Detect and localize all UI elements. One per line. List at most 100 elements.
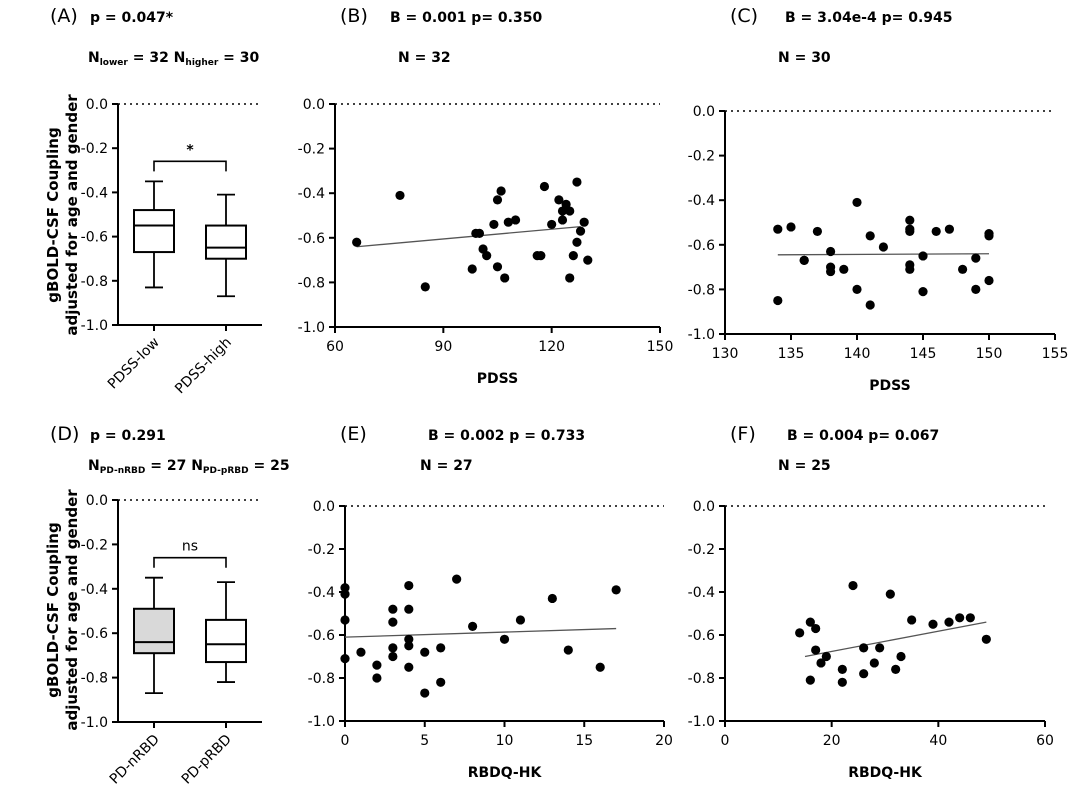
stat-text: p = 0.047* <box>90 10 174 26</box>
stat-text: B = 0.002 p = 0.733 <box>428 428 585 444</box>
y-tick-label: -0.8 <box>81 671 108 687</box>
x-tick-label: 155 <box>1042 346 1069 362</box>
x-axis-label: PDSS <box>869 378 910 394</box>
n-subscript: PD-pRBD <box>203 466 249 476</box>
panel-label: (C) <box>730 5 758 27</box>
y-tick-label: -1.0 <box>81 715 108 731</box>
regression-line <box>804 621 987 658</box>
y-tick-label: -0.8 <box>298 275 325 291</box>
panel-A: (A) p = 0.047* Nlower = 32 Nhigher = 30 0.0… <box>50 5 262 397</box>
data-point <box>811 623 821 634</box>
data-point <box>786 222 796 232</box>
regression-line <box>356 226 581 248</box>
panel-label: (E) <box>340 423 367 445</box>
data-point <box>510 215 521 225</box>
significance-mark: * <box>186 142 194 158</box>
x-axis-label: RBDQ-HK <box>468 765 543 781</box>
y-tick-label: -1.0 <box>298 320 325 336</box>
y-tick-label: -0.2 <box>298 142 325 158</box>
data-point <box>568 251 578 261</box>
x-axis-label: RBDQ-HK <box>848 765 923 781</box>
x-tick-label: 90 <box>434 339 452 355</box>
data-point <box>984 275 994 286</box>
data-point <box>905 264 915 274</box>
y-tick-label: -0.4 <box>688 193 715 209</box>
x-tick-label: 15 <box>575 733 593 749</box>
data-point <box>563 645 573 655</box>
y-axis-label-top-line1: gBOLD-CSF Coupling <box>44 127 62 302</box>
data-point <box>388 604 398 614</box>
data-point <box>981 634 991 644</box>
y-tick-label: -0.4 <box>81 582 108 598</box>
panel-label: (D) <box>50 423 79 445</box>
data-point <box>869 658 879 668</box>
panel-label: (A) <box>50 5 78 27</box>
y-tick-label: -0.4 <box>308 585 335 601</box>
x-tick-label: 20 <box>655 733 673 749</box>
y-tick-label: -0.6 <box>298 231 325 247</box>
data-point <box>773 224 783 234</box>
y-tick-label: 0.0 <box>303 97 325 113</box>
y-tick-label: -0.6 <box>81 626 108 642</box>
data-point <box>837 664 847 675</box>
data-point <box>572 237 582 247</box>
data-point <box>811 645 821 655</box>
data-point <box>971 253 981 263</box>
x-tick-label: 150 <box>647 339 674 355</box>
x-tick-label: 10 <box>496 733 514 749</box>
data-point <box>554 195 564 205</box>
n-prefix: N <box>169 50 186 66</box>
data-point <box>340 589 350 599</box>
y-tick-label: 0.0 <box>313 499 335 515</box>
data-point <box>955 613 965 623</box>
data-point <box>773 295 783 306</box>
data-point <box>474 228 485 238</box>
data-point <box>611 585 621 595</box>
x-tick-label: 40 <box>929 733 947 749</box>
data-point <box>500 273 510 283</box>
data-point <box>958 264 968 274</box>
data-point <box>944 224 955 234</box>
data-point <box>865 300 875 310</box>
y-tick-label: -0.2 <box>81 141 108 157</box>
y-tick-label: -0.4 <box>298 186 325 202</box>
y-axis-label-bottom-line1: gBOLD-CSF Coupling <box>44 522 62 697</box>
y-tick-label: -0.8 <box>688 282 715 298</box>
y-tick-label: -0.8 <box>81 274 108 290</box>
n-prefix: N <box>88 50 100 66</box>
data-point <box>539 181 550 192</box>
data-point <box>467 264 477 274</box>
stat-text: p = 0.291 <box>90 428 166 444</box>
data-point <box>468 621 478 632</box>
y-tick-label: 0.0 <box>86 97 108 113</box>
x-tick-label: 60 <box>326 339 344 355</box>
data-point <box>452 574 462 584</box>
y-tick-label: -0.2 <box>688 542 715 558</box>
data-point <box>356 647 366 657</box>
panel-E: (E) B = 0.002 p = 0.733 N = 27 0.0 -0.2 -0.4 -… <box>308 423 673 781</box>
data-point <box>395 190 405 201</box>
n-subscript: higher <box>185 58 218 68</box>
data-point <box>372 673 382 683</box>
data-point <box>826 266 836 277</box>
data-point <box>984 231 994 241</box>
n-groups-text: NPD-nRBD = 27 NPD-pRBD = 25 <box>88 458 290 476</box>
regression-line <box>777 253 990 256</box>
data-point <box>388 617 398 627</box>
n-text: N = 25 <box>778 458 831 474</box>
data-point <box>388 643 398 653</box>
x-axis-label: PDSS <box>477 371 518 387</box>
data-point <box>928 619 938 629</box>
data-point <box>907 615 917 625</box>
chart-panels: (A) p = 0.047* Nlower = 32 Nhigher = 30 0.0… <box>50 5 1068 788</box>
y-tick-label: -0.8 <box>688 671 715 687</box>
data-point <box>821 651 831 662</box>
n-value: = 32 <box>128 50 169 66</box>
n-groups-text: Nlower = 32 Nhigher = 30 <box>88 50 260 68</box>
box <box>133 607 175 655</box>
y-tick-label: -0.2 <box>81 537 108 553</box>
data-point <box>420 688 430 698</box>
n-value: = 27 <box>145 458 186 474</box>
data-point <box>503 217 513 227</box>
